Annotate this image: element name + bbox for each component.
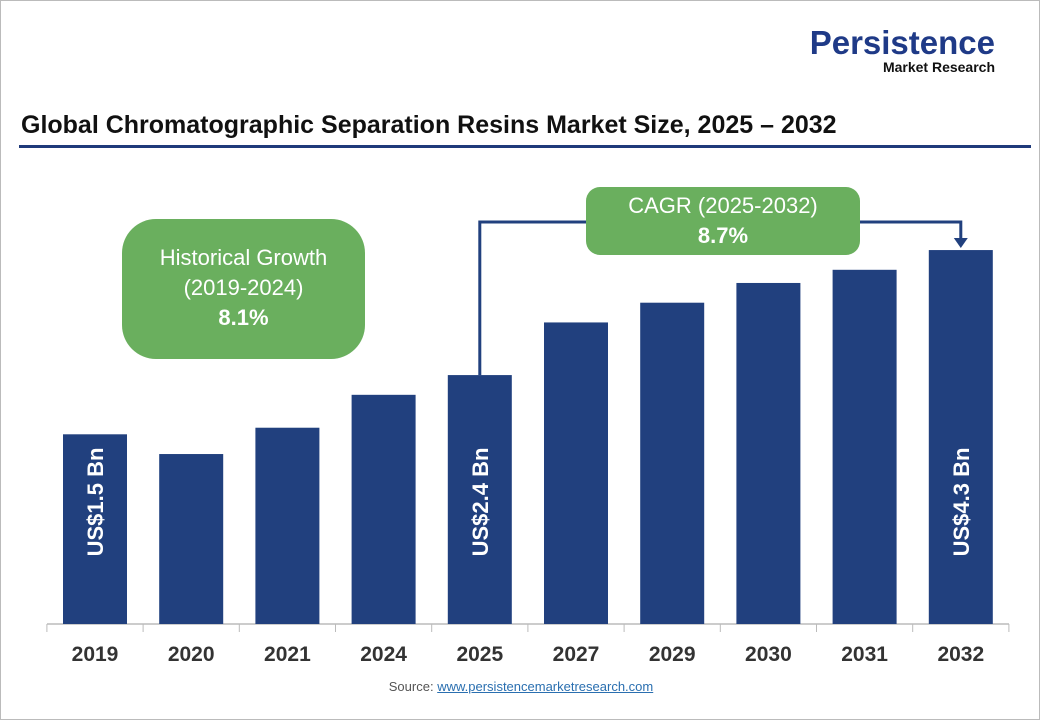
historical-label: Historical Growth xyxy=(159,245,328,270)
bar-2025 xyxy=(447,375,512,624)
source-label: Source: xyxy=(388,679,434,694)
x-tick-label-2025: 2025 xyxy=(456,643,503,666)
historical-growth-box: Historical Growth (2019-2024) 8.1% xyxy=(122,219,365,359)
bar-2029 xyxy=(640,302,705,624)
x-tick-label-2024: 2024 xyxy=(360,643,407,666)
chart-title: Global Chromatographic Separation Resins… xyxy=(21,111,837,139)
x-tick-label-2030: 2030 xyxy=(745,643,792,666)
data-label-2019: US$1.5 Bn xyxy=(83,448,108,557)
x-tick-label-2031: 2031 xyxy=(841,643,888,666)
bar-2021 xyxy=(255,427,320,624)
title-divider xyxy=(19,145,1031,148)
historical-period: (2019-2024) xyxy=(183,275,304,300)
bar-2030 xyxy=(736,282,801,624)
bar-2032 xyxy=(928,250,993,624)
x-tick-label-2027: 2027 xyxy=(553,643,600,666)
bar-2027 xyxy=(544,322,608,624)
source: Source: www.persistencemarketresearch.co… xyxy=(1,679,1039,694)
bar-2024 xyxy=(351,394,416,624)
cagr-box: CAGR (2025-2032) 8.7% xyxy=(586,187,860,255)
x-tick-label-2019: 2019 xyxy=(72,643,119,666)
arrow-down-icon xyxy=(953,238,968,248)
x-tick-label-2020: 2020 xyxy=(168,643,215,666)
x-tick-label-2021: 2021 xyxy=(264,643,311,666)
cagr-connector-left xyxy=(478,220,586,376)
bar-2031 xyxy=(832,269,897,624)
bar-2020 xyxy=(159,454,224,624)
cagr-connector-right xyxy=(860,220,963,241)
cagr-value: 8.7% xyxy=(697,223,749,248)
data-label-2032: US$4.3 Bn xyxy=(949,448,974,557)
x-tick-label-2032: 2032 xyxy=(937,643,984,666)
logo: Persistence Market Research xyxy=(809,24,995,75)
historical-value: 8.1% xyxy=(218,305,269,330)
cagr-label: CAGR (2025-2032) xyxy=(628,193,818,218)
source-link[interactable]: www.persistencemarketresearch.com xyxy=(437,679,654,694)
logo-sub: Market Research xyxy=(882,59,995,75)
x-tick-label-2029: 2029 xyxy=(649,643,696,666)
bar-2019 xyxy=(63,434,127,624)
logo-name: Persistence xyxy=(809,24,995,61)
data-label-2025: US$2.4 Bn xyxy=(468,448,493,557)
